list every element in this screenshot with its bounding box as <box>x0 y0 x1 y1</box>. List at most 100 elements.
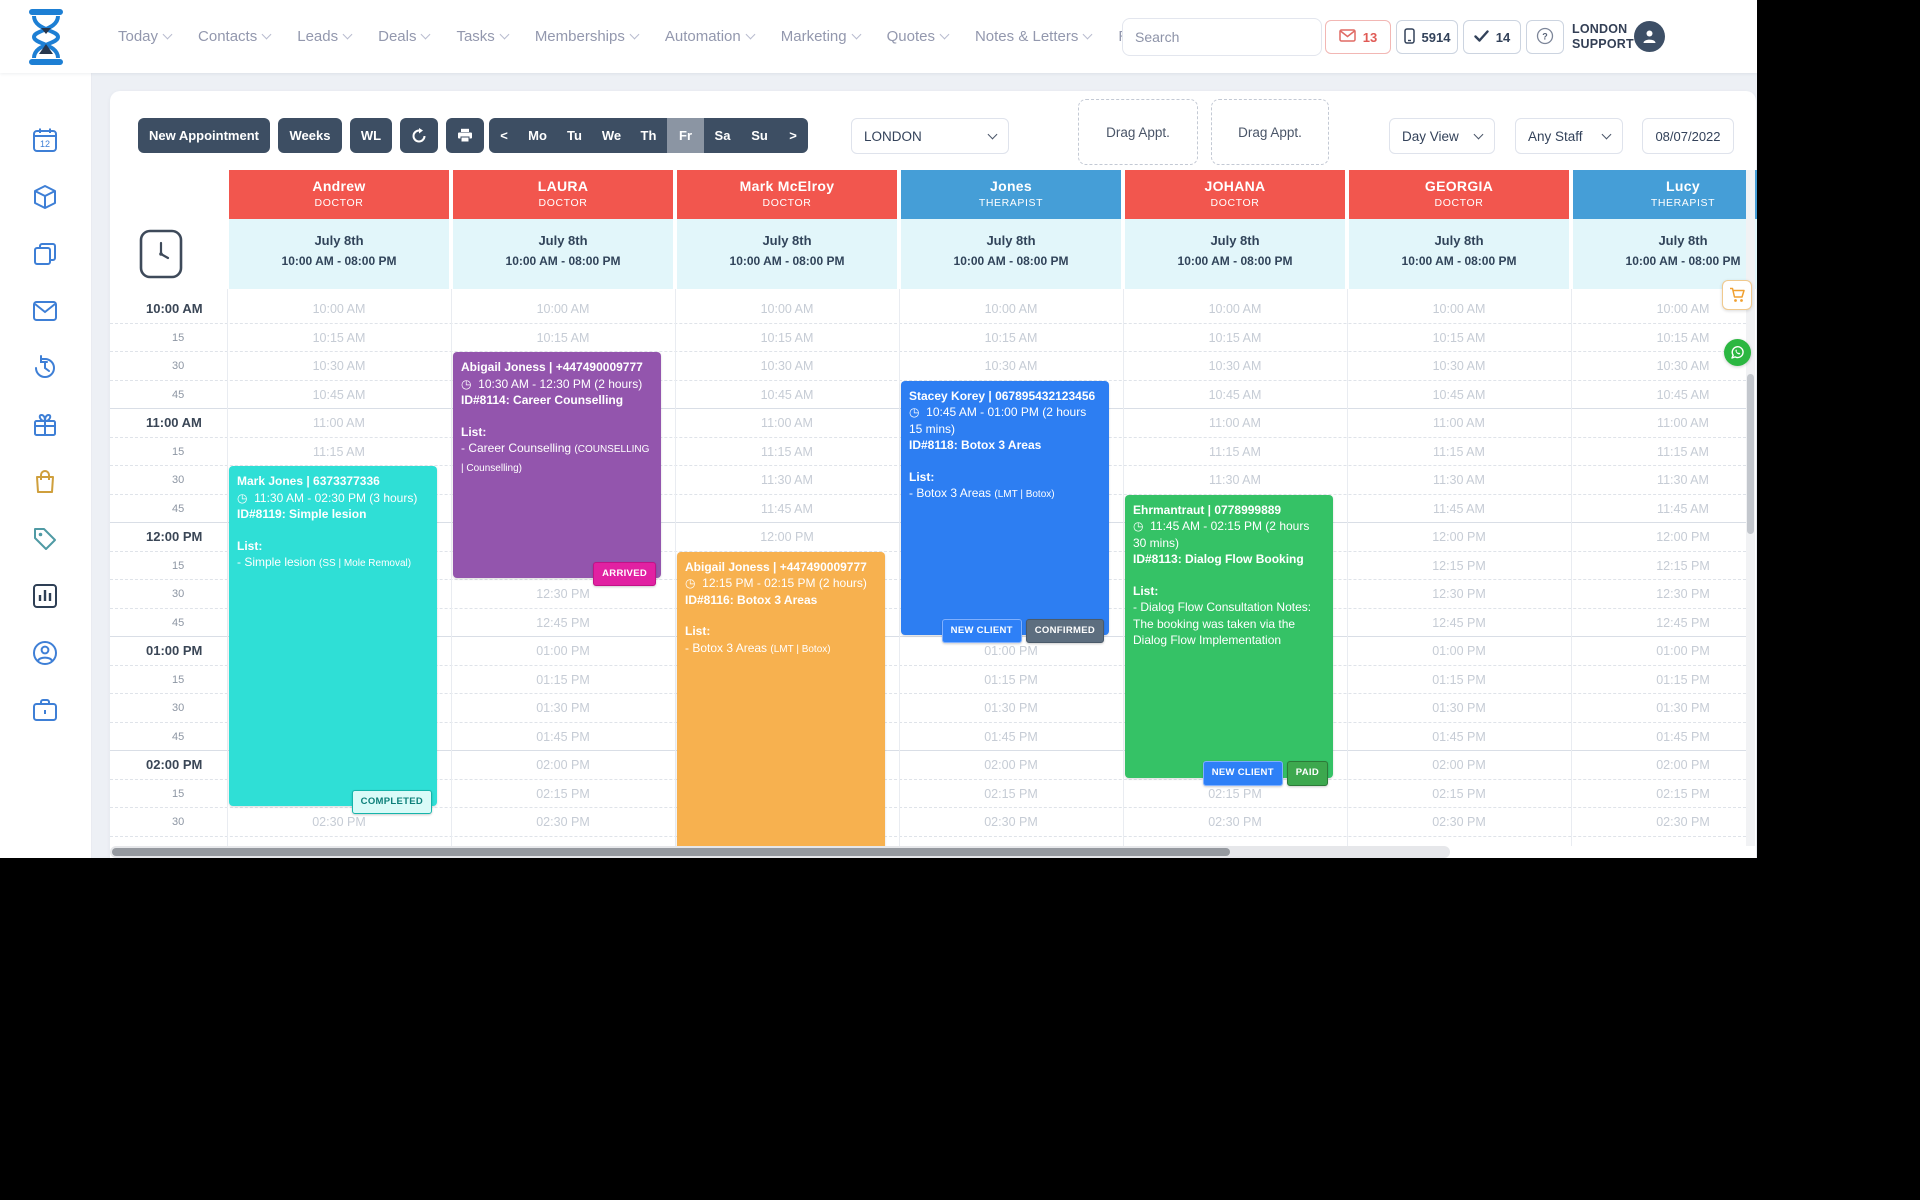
staff-select[interactable]: Any Staff <box>1515 118 1623 154</box>
horizontal-scroll-thumb[interactable] <box>112 848 1230 856</box>
time-slot[interactable]: 10:00 AM <box>451 295 675 323</box>
copy-icon[interactable] <box>28 237 62 271</box>
time-slot[interactable]: 02:30 PM <box>1571 808 1746 836</box>
package-icon[interactable] <box>28 180 62 214</box>
time-slot[interactable]: 02:45 PM <box>1347 837 1571 847</box>
time-slot[interactable]: 01:00 PM <box>1347 637 1571 665</box>
time-slot[interactable]: 02:15 PM <box>1571 780 1746 808</box>
time-slot[interactable]: 01:15 PM <box>899 666 1123 694</box>
time-slot[interactable]: 01:30 PM <box>899 694 1123 722</box>
time-slot[interactable]: 02:15 PM <box>1123 780 1347 808</box>
time-slot[interactable]: 12:00 PM <box>1571 523 1746 551</box>
cart-icon[interactable] <box>1722 280 1752 310</box>
time-slot[interactable]: 10:00 AM <box>1123 295 1347 323</box>
time-slot[interactable]: 02:30 PM <box>451 808 675 836</box>
appointment-card[interactable]: Abigail Joness | +447490009777 ◷ 10:30 AM… <box>453 352 661 586</box>
day-button-sa[interactable]: Sa <box>714 128 731 143</box>
whatsapp-icon[interactable] <box>1724 339 1751 366</box>
staff-header-mark-mcelroy[interactable]: Mark McElroy DOCTOR <box>675 170 897 219</box>
time-slot[interactable]: 12:30 PM <box>1571 580 1746 608</box>
staff-header-andrew[interactable]: Andrew DOCTOR <box>227 170 449 219</box>
time-slot[interactable]: 10:45 AM <box>1347 381 1571 409</box>
tasks-badge[interactable]: 14 <box>1463 20 1521 54</box>
view-select[interactable]: Day View <box>1389 118 1495 154</box>
time-slot[interactable]: 02:00 PM <box>1347 751 1571 779</box>
time-slot[interactable]: 10:30 AM <box>1571 352 1746 380</box>
time-slot[interactable]: 10:30 AM <box>1347 352 1571 380</box>
time-slot[interactable]: 11:00 AM <box>227 409 451 437</box>
time-slot[interactable]: 12:45 PM <box>1571 609 1746 637</box>
time-slot[interactable]: 11:00 AM <box>675 409 899 437</box>
time-slot[interactable]: 12:45 PM <box>1347 609 1571 637</box>
time-slot[interactable]: 02:15 PM <box>899 780 1123 808</box>
history-icon[interactable] <box>28 351 62 385</box>
calendar-icon[interactable]: 12 <box>28 123 62 157</box>
time-slot[interactable]: 02:30 PM <box>1123 808 1347 836</box>
appointment-card[interactable]: Stacey Korey | 067895432123456 ◷ 10:45 AM… <box>901 380 1109 643</box>
nav-item-marketing[interactable]: Marketing <box>781 28 862 45</box>
day-button-fr[interactable]: Fr <box>667 118 704 153</box>
brand-logo-icon[interactable] <box>24 8 68 66</box>
time-slot[interactable]: 10:00 AM <box>227 295 451 323</box>
time-slot[interactable]: 11:45 AM <box>1571 495 1746 523</box>
nav-item-deals[interactable]: Deals <box>378 28 431 45</box>
drag-appt-slot-2[interactable]: Drag Appt. <box>1211 99 1329 165</box>
refresh-button[interactable] <box>400 118 438 153</box>
time-slot[interactable]: 11:45 AM <box>1347 495 1571 523</box>
time-slot[interactable]: 02:00 PM <box>451 751 675 779</box>
day-button-we[interactable]: We <box>601 128 622 143</box>
date-picker[interactable]: 08/07/2022 <box>1642 118 1734 154</box>
day-button-su[interactable]: Su <box>751 128 768 143</box>
time-slot[interactable]: 12:30 PM <box>1347 580 1571 608</box>
time-slot[interactable]: 10:30 AM <box>899 352 1123 380</box>
time-slot[interactable]: 11:00 AM <box>1571 409 1746 437</box>
time-slot[interactable]: 11:00 AM <box>1123 409 1347 437</box>
time-slot[interactable]: 10:00 AM <box>1571 295 1746 323</box>
nav-item-notes-letters[interactable]: Notes & Letters <box>975 28 1093 45</box>
time-slot[interactable]: 02:45 PM <box>1571 837 1746 847</box>
time-slot[interactable]: 11:15 AM <box>1347 438 1571 466</box>
time-slot[interactable]: 10:15 AM <box>227 324 451 352</box>
time-slot[interactable]: 01:00 PM <box>1571 637 1746 665</box>
time-slot[interactable]: 10:15 AM <box>1347 324 1571 352</box>
next-day-button[interactable]: > <box>789 128 797 143</box>
time-slot[interactable]: 11:30 AM <box>1123 466 1347 494</box>
day-button-tu[interactable]: Tu <box>567 128 582 143</box>
vertical-scroll-thumb[interactable] <box>1747 374 1754 534</box>
nav-item-tasks[interactable]: Tasks <box>456 28 510 45</box>
time-slot[interactable]: 01:15 PM <box>1571 666 1746 694</box>
time-slot[interactable]: 10:15 AM <box>899 324 1123 352</box>
time-slot[interactable]: 10:30 AM <box>1123 352 1347 380</box>
time-slot[interactable]: 02:15 PM <box>451 780 675 808</box>
day-button-th[interactable]: Th <box>640 128 657 143</box>
time-slot[interactable]: 11:15 AM <box>227 438 451 466</box>
calls-badge[interactable]: 5914 <box>1396 20 1458 54</box>
time-slot[interactable]: 10:45 AM <box>1123 381 1347 409</box>
wl-button[interactable]: WL <box>350 118 392 153</box>
time-slot[interactable]: 11:30 AM <box>1347 466 1571 494</box>
time-slot[interactable]: 11:45 AM <box>675 495 899 523</box>
time-slot[interactable]: 10:45 AM <box>1571 381 1746 409</box>
time-slot[interactable]: 10:30 AM <box>675 352 899 380</box>
user-avatar[interactable] <box>1634 21 1665 52</box>
print-button[interactable] <box>446 118 484 153</box>
time-slot[interactable]: 01:45 PM <box>1347 723 1571 751</box>
prev-day-button[interactable]: < <box>500 128 508 143</box>
time-slot[interactable]: 10:00 AM <box>675 295 899 323</box>
time-slot[interactable]: 11:00 AM <box>1347 409 1571 437</box>
time-slot[interactable]: 11:30 AM <box>675 466 899 494</box>
tag-icon[interactable] <box>28 522 62 556</box>
time-slot[interactable]: 10:00 AM <box>899 295 1123 323</box>
time-slot[interactable]: 01:15 PM <box>1347 666 1571 694</box>
time-slot[interactable]: 01:45 PM <box>451 723 675 751</box>
nav-item-today[interactable]: Today <box>118 28 173 45</box>
staff-header-jones[interactable]: Jones THERAPIST <box>899 170 1121 219</box>
time-slot[interactable]: 02:30 PM <box>899 808 1123 836</box>
staff-header-johana[interactable]: JOHANA DOCTOR <box>1123 170 1345 219</box>
staff-header-lucy[interactable]: Lucy THERAPIST <box>1571 170 1757 219</box>
mail-icon[interactable] <box>28 294 62 328</box>
user-circle-icon[interactable] <box>28 636 62 670</box>
time-slot[interactable]: 12:45 PM <box>451 609 675 637</box>
time-slot[interactable]: 02:45 PM <box>227 837 451 847</box>
time-slot[interactable]: 10:45 AM <box>675 381 899 409</box>
